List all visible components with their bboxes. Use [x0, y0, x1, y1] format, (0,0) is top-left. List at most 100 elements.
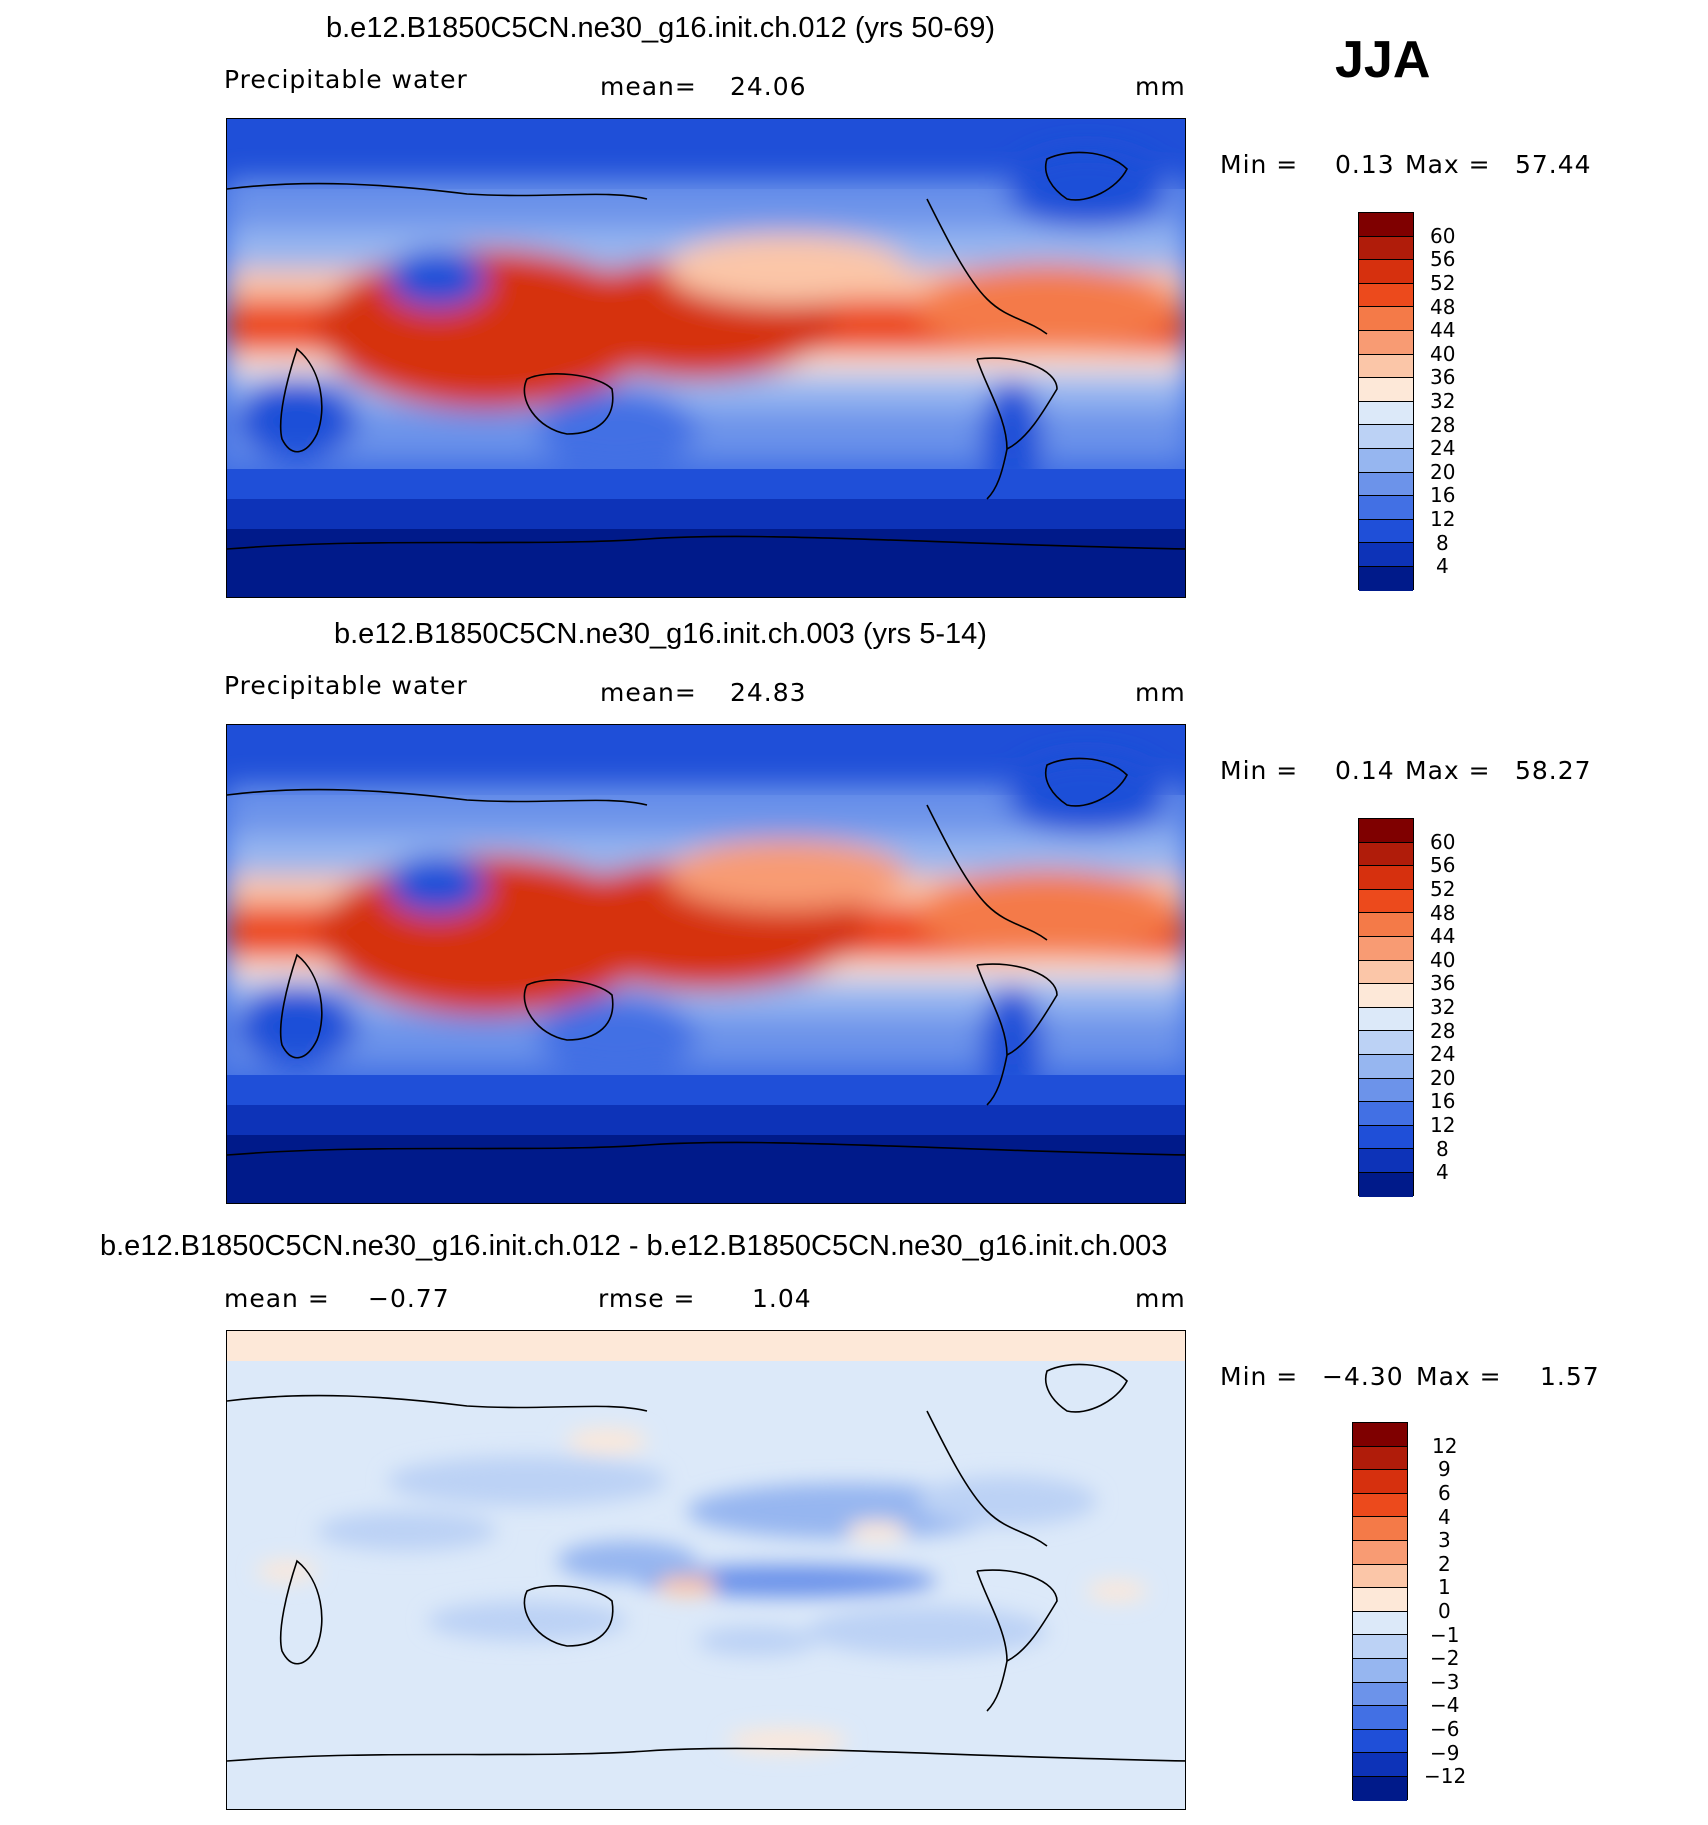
colorbar-tick-label: 8 — [1436, 531, 1449, 555]
panel3-mean-value: −0.77 — [368, 1284, 450, 1313]
colorbar-swatch — [1359, 1007, 1413, 1032]
colorbar-swatch — [1359, 213, 1413, 237]
panel2-title: b.e12.B1850C5CN.ne30_g16.init.ch.003 (yr… — [334, 618, 987, 650]
colorbar-swatch — [1353, 1493, 1407, 1518]
colorbar-tick-label: −3 — [1430, 1670, 1460, 1694]
colorbar-tick-label: 28 — [1430, 1019, 1456, 1043]
colorbar-tick-label: 16 — [1430, 1089, 1456, 1113]
panel1-title: b.e12.B1850C5CN.ne30_g16.init.ch.012 (yr… — [326, 12, 996, 44]
colorbar-swatch — [1359, 378, 1413, 402]
colorbar-tick-label: 2 — [1438, 1552, 1451, 1576]
colorbar-swatch — [1359, 519, 1413, 544]
colorbar-tick-label: 4 — [1436, 1160, 1449, 1184]
colorbar-tick-label: −12 — [1424, 1764, 1467, 1788]
colorbar-swatch — [1359, 819, 1413, 843]
colorbar-swatch — [1359, 283, 1413, 308]
colorbar-swatch — [1359, 1102, 1413, 1126]
colorbar-swatch — [1359, 448, 1413, 473]
panel2-colorbar — [1358, 818, 1414, 1197]
panel3-mean-label: mean = — [224, 1284, 330, 1313]
colorbar-tick-label: 12 — [1432, 1434, 1458, 1458]
panel1-mean-label: mean= — [600, 72, 697, 101]
panel2-min-value: 0.14 — [1335, 756, 1395, 785]
colorbar-swatch — [1359, 960, 1413, 985]
colorbar-swatch — [1353, 1682, 1407, 1707]
colorbar-tick-label: 44 — [1430, 318, 1456, 342]
colorbar-tick-label: 36 — [1430, 971, 1456, 995]
panel3-coastlines — [227, 1363, 1185, 1762]
colorbar-tick-label: 48 — [1430, 295, 1456, 319]
colorbar-swatch — [1359, 566, 1413, 591]
colorbar-swatch — [1359, 1054, 1413, 1079]
colorbar-swatch — [1359, 842, 1413, 867]
colorbar-tick-label: 48 — [1430, 901, 1456, 925]
colorbar-tick-label: 56 — [1430, 853, 1456, 877]
panel2-coastlines — [227, 757, 1185, 1156]
colorbar-swatch — [1353, 1729, 1407, 1754]
colorbar-swatch — [1359, 543, 1413, 567]
panel1-min-value: 0.13 — [1335, 150, 1395, 179]
colorbar-tick-label: −4 — [1430, 1693, 1460, 1717]
colorbar-swatch — [1359, 1078, 1413, 1103]
panel2-mean-value: 24.83 — [730, 678, 807, 707]
colorbar-tick-label: 24 — [1430, 1042, 1456, 1066]
colorbar-tick-label: 44 — [1430, 924, 1456, 948]
colorbar-swatch — [1353, 1470, 1407, 1494]
panel2-min-label: Min = — [1220, 756, 1299, 785]
colorbar-tick-label: 56 — [1430, 247, 1456, 271]
panel1-min-label: Min = — [1220, 150, 1299, 179]
colorbar-swatch — [1359, 307, 1413, 331]
colorbar-swatch — [1353, 1517, 1407, 1541]
panel1-max-value: 57.44 — [1515, 150, 1592, 179]
panel1-colorbar — [1358, 212, 1414, 591]
season-label: JJA — [1335, 31, 1431, 89]
colorbar-swatch — [1353, 1776, 1407, 1801]
panel2-max-value: 58.27 — [1515, 756, 1592, 785]
colorbar-tick-label: 52 — [1430, 271, 1456, 295]
colorbar-swatch — [1359, 984, 1413, 1008]
panel2-map — [226, 724, 1186, 1204]
colorbar-swatch — [1359, 260, 1413, 284]
colorbar-swatch — [1353, 1588, 1407, 1612]
colorbar-tick-label: 9 — [1438, 1457, 1451, 1481]
colorbar-tick-label: 32 — [1430, 389, 1456, 413]
colorbar-tick-label: 1 — [1438, 1575, 1451, 1599]
colorbar-swatch — [1353, 1540, 1407, 1565]
colorbar-tick-label: 24 — [1430, 436, 1456, 460]
colorbar-swatch — [1359, 472, 1413, 497]
panel3-colorbar — [1352, 1422, 1408, 1801]
panel3-max-value: 1.57 — [1540, 1362, 1600, 1391]
colorbar-swatch — [1359, 1149, 1413, 1173]
panel1-map-field — [227, 119, 1185, 597]
colorbar-tick-label: 40 — [1430, 948, 1456, 972]
colorbar-swatch — [1353, 1635, 1407, 1659]
colorbar-tick-label: 3 — [1438, 1528, 1451, 1552]
panel2-variable: Precipitable water — [224, 671, 468, 700]
colorbar-tick-label: 6 — [1438, 1481, 1451, 1505]
panel3-rmse-label: rmse = — [598, 1284, 696, 1313]
colorbar-tick-label: −1 — [1430, 1623, 1460, 1647]
colorbar-swatch — [1353, 1423, 1407, 1447]
colorbar-swatch — [1359, 236, 1413, 261]
colorbar-tick-label: 28 — [1430, 413, 1456, 437]
colorbar-tick-label: 12 — [1430, 507, 1456, 531]
panel2-max-label: Max = — [1405, 756, 1491, 785]
colorbar-tick-label: 32 — [1430, 995, 1456, 1019]
colorbar-swatch — [1353, 1658, 1407, 1683]
colorbar-swatch — [1353, 1446, 1407, 1471]
colorbar-tick-label: 40 — [1430, 342, 1456, 366]
colorbar-tick-label: 60 — [1430, 830, 1456, 854]
colorbar-tick-label: 20 — [1430, 1066, 1456, 1090]
panel1-mean-value: 24.06 — [730, 72, 807, 101]
panel3-min-value: −4.30 — [1322, 1362, 1404, 1391]
colorbar-tick-label: 8 — [1436, 1137, 1449, 1161]
colorbar-swatch — [1359, 401, 1413, 426]
colorbar-tick-label: 16 — [1430, 483, 1456, 507]
panel2-units: mm — [1135, 678, 1186, 707]
colorbar-swatch — [1359, 1125, 1413, 1150]
panel2-mean-label: mean= — [600, 678, 697, 707]
panel2-map-field — [227, 725, 1185, 1203]
panel1-coastlines — [227, 151, 1185, 550]
panel3-units: mm — [1135, 1284, 1186, 1313]
colorbar-swatch — [1359, 866, 1413, 890]
